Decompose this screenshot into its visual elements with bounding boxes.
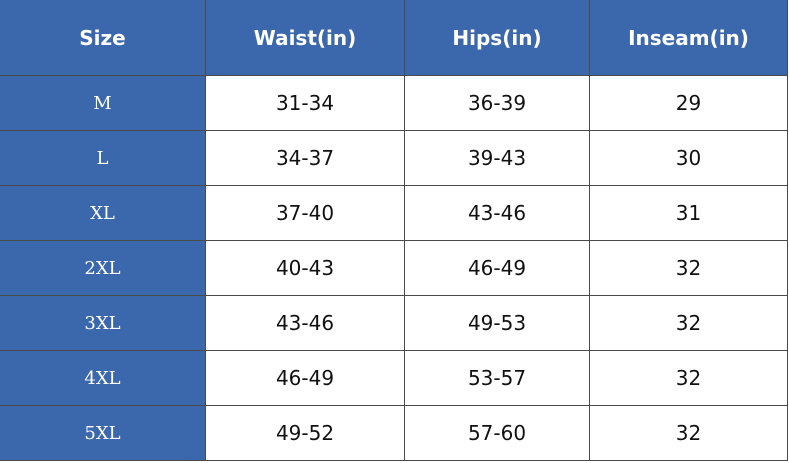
- value-cell: 40-43: [206, 241, 405, 296]
- value-cell: 39-43: [405, 131, 590, 186]
- value-cell: 32: [590, 351, 788, 406]
- value-cell: 34-37: [206, 131, 405, 186]
- value-cell: 30: [590, 131, 788, 186]
- header-cell: Inseam(in): [590, 0, 788, 76]
- size-cell: 2XL: [0, 241, 206, 296]
- header-cell: Waist(in): [206, 0, 405, 76]
- value-cell: 32: [590, 296, 788, 351]
- value-cell: 36-39: [405, 76, 590, 131]
- size-cell: M: [0, 76, 206, 131]
- size-cell: 4XL: [0, 351, 206, 406]
- value-cell: 43-46: [405, 186, 590, 241]
- value-cell: 49-52: [206, 406, 405, 461]
- value-cell: 46-49: [405, 241, 590, 296]
- value-cell: 37-40: [206, 186, 405, 241]
- size-cell: 3XL: [0, 296, 206, 351]
- size-cell: L: [0, 131, 206, 186]
- value-cell: 49-53: [405, 296, 590, 351]
- value-cell: 31: [590, 186, 788, 241]
- value-cell: 32: [590, 406, 788, 461]
- header-cell: Size: [0, 0, 206, 76]
- value-cell: 53-57: [405, 351, 590, 406]
- value-cell: 43-46: [206, 296, 405, 351]
- value-cell: 31-34: [206, 76, 405, 131]
- header-cell: Hips(in): [405, 0, 590, 76]
- value-cell: 29: [590, 76, 788, 131]
- value-cell: 32: [590, 241, 788, 296]
- value-cell: 46-49: [206, 351, 405, 406]
- size-cell: XL: [0, 186, 206, 241]
- value-cell: 57-60: [405, 406, 590, 461]
- size-cell: 5XL: [0, 406, 206, 461]
